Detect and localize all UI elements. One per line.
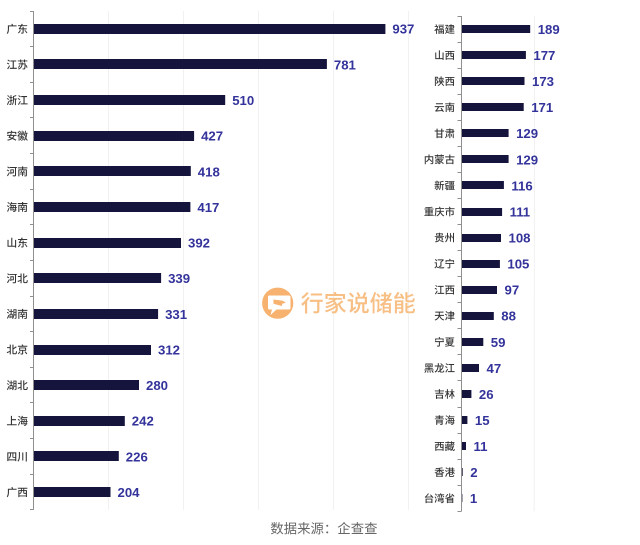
svg-text:2: 2: [470, 465, 477, 480]
svg-text:331: 331: [165, 307, 187, 322]
svg-text:11: 11: [474, 439, 488, 454]
svg-text:111: 111: [510, 204, 531, 219]
svg-text:171: 171: [531, 100, 553, 115]
svg-text:339: 339: [168, 271, 190, 286]
svg-text:177: 177: [533, 48, 555, 63]
svg-text:204: 204: [118, 485, 141, 500]
svg-text:173: 173: [532, 74, 554, 89]
svg-text:105: 105: [507, 257, 529, 272]
svg-text:280: 280: [146, 378, 168, 393]
svg-text:1: 1: [470, 491, 477, 506]
svg-text:88: 88: [501, 309, 516, 324]
svg-text:15: 15: [475, 413, 490, 428]
svg-text:418: 418: [198, 164, 220, 179]
svg-text:510: 510: [232, 93, 254, 108]
svg-text:129: 129: [516, 152, 538, 167]
svg-text:129: 129: [516, 126, 538, 141]
svg-text:26: 26: [479, 387, 494, 402]
svg-text:226: 226: [126, 449, 148, 464]
svg-text:108: 108: [509, 231, 531, 246]
svg-text:97: 97: [505, 283, 520, 298]
svg-text:312: 312: [158, 342, 180, 357]
svg-text:427: 427: [201, 129, 223, 144]
svg-text:781: 781: [334, 57, 356, 72]
svg-text:116: 116: [511, 178, 532, 193]
svg-text:937: 937: [392, 22, 414, 37]
svg-text:417: 417: [197, 200, 219, 215]
svg-text:392: 392: [188, 236, 210, 251]
svg-text:59: 59: [491, 335, 506, 350]
svg-text:47: 47: [487, 361, 502, 376]
svg-text:242: 242: [132, 414, 154, 429]
svg-text:189: 189: [538, 22, 560, 37]
